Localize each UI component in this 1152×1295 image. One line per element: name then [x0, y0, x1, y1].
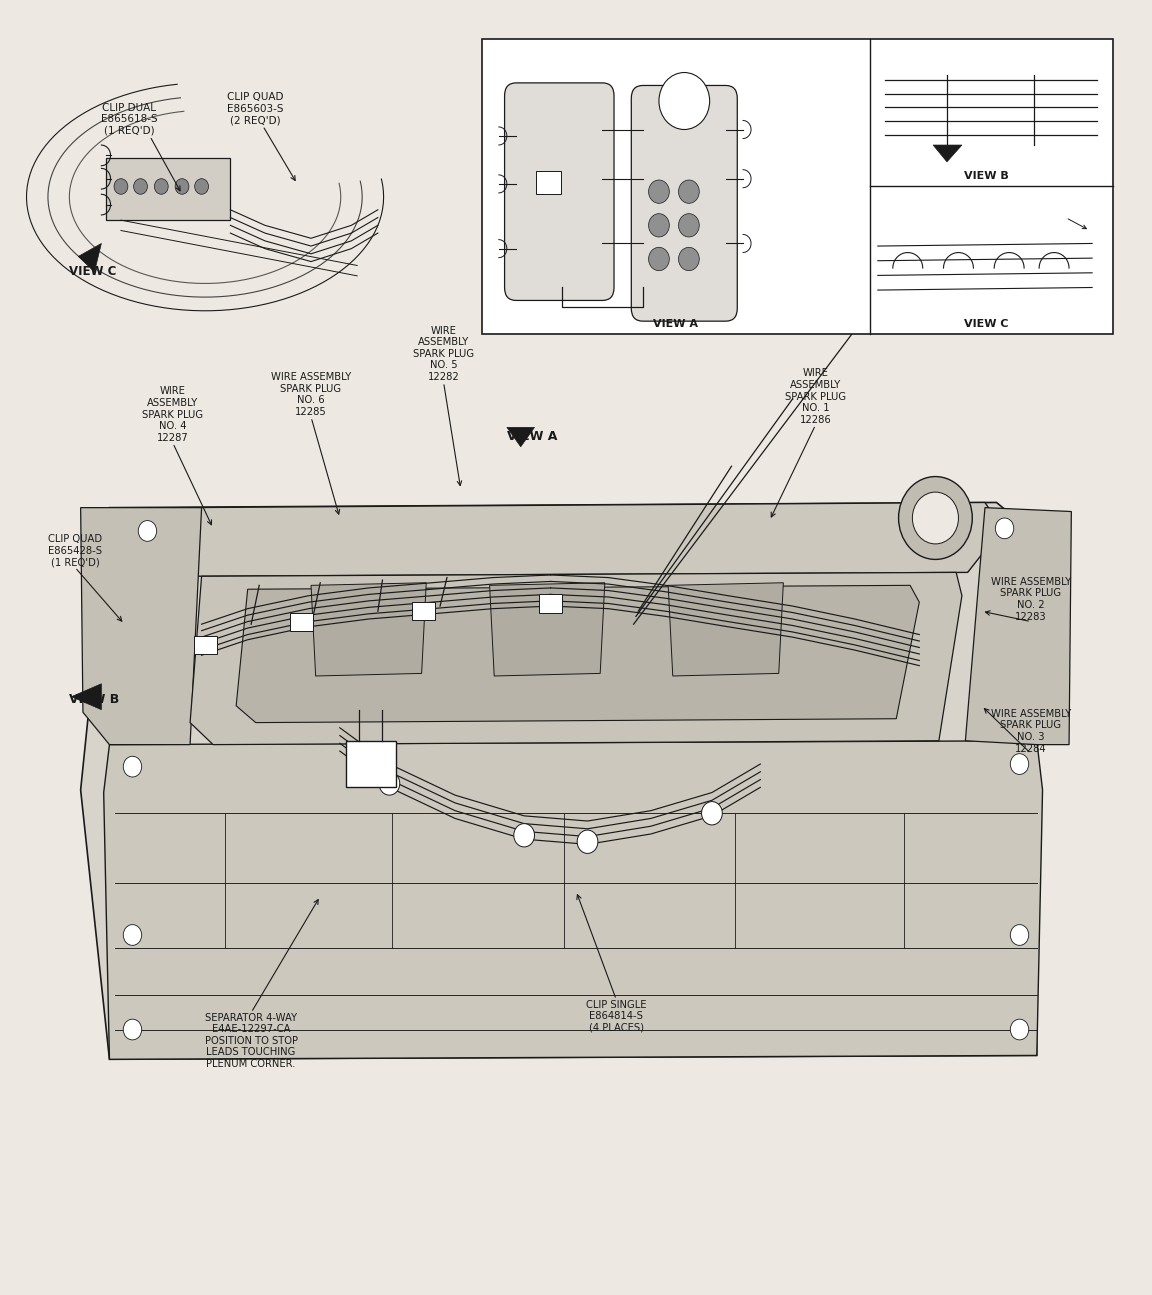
Text: WIRE ASSEMBLY
SPARK PLUG
NO. 2
12283: WIRE ASSEMBLY SPARK PLUG NO. 2 12283: [991, 576, 1071, 622]
Polygon shape: [507, 427, 535, 447]
Polygon shape: [81, 508, 202, 745]
Circle shape: [679, 214, 699, 237]
Circle shape: [702, 802, 722, 825]
Circle shape: [1010, 754, 1029, 774]
Bar: [412, 602, 435, 620]
Bar: [194, 636, 217, 654]
Circle shape: [649, 214, 669, 237]
Text: VIEW A: VIEW A: [652, 319, 698, 329]
Circle shape: [659, 73, 710, 130]
Circle shape: [995, 518, 1014, 539]
Circle shape: [899, 477, 972, 559]
Bar: [290, 613, 313, 631]
Polygon shape: [965, 508, 1071, 745]
Circle shape: [134, 179, 147, 194]
Text: VIEW B: VIEW B: [69, 693, 120, 706]
Text: CLIP QUAD
E865428-S
(1 REQ'D): CLIP QUAD E865428-S (1 REQ'D): [48, 534, 101, 567]
Polygon shape: [104, 741, 1043, 1059]
Polygon shape: [490, 583, 605, 676]
Polygon shape: [78, 243, 101, 272]
Polygon shape: [190, 572, 962, 745]
Circle shape: [649, 247, 669, 271]
Polygon shape: [161, 502, 1002, 576]
Bar: [106, 158, 230, 220]
Polygon shape: [236, 585, 919, 723]
Circle shape: [679, 180, 699, 203]
Circle shape: [154, 179, 168, 194]
Text: VIEW C: VIEW C: [964, 319, 1008, 329]
Text: SEPARATOR 4-WAY
E4AE-12297-CA
POSITION TO STOP
LEADS TOUCHING
PLENUM CORNER.: SEPARATOR 4-WAY E4AE-12297-CA POSITION T…: [205, 1013, 297, 1070]
Circle shape: [649, 180, 669, 203]
Bar: [346, 741, 396, 787]
Circle shape: [123, 756, 142, 777]
Polygon shape: [311, 583, 426, 676]
Text: VIEW B: VIEW B: [964, 171, 1008, 181]
Text: CLIP DUAL
E865618-S
(1 REQ'D): CLIP DUAL E865618-S (1 REQ'D): [100, 102, 158, 136]
Circle shape: [379, 772, 400, 795]
Text: VIEW A: VIEW A: [507, 430, 558, 443]
Text: VIEW C: VIEW C: [69, 265, 116, 278]
Circle shape: [195, 179, 209, 194]
Polygon shape: [71, 684, 101, 710]
Circle shape: [123, 1019, 142, 1040]
Text: WIRE
ASSEMBLY
SPARK PLUG
NO. 5
12282: WIRE ASSEMBLY SPARK PLUG NO. 5 12282: [412, 325, 475, 382]
Circle shape: [679, 247, 699, 271]
Polygon shape: [933, 145, 962, 162]
Bar: [539, 594, 562, 613]
Bar: [482, 39, 1113, 334]
FancyBboxPatch shape: [631, 85, 737, 321]
Polygon shape: [81, 502, 1037, 1059]
Text: WIRE
ASSEMBLY
SPARK PLUG
NO. 4
12287: WIRE ASSEMBLY SPARK PLUG NO. 4 12287: [142, 386, 204, 443]
Circle shape: [1010, 925, 1029, 945]
Text: WIRE ASSEMBLY
SPARK PLUG
NO. 3
12284: WIRE ASSEMBLY SPARK PLUG NO. 3 12284: [991, 708, 1071, 754]
Circle shape: [138, 521, 157, 541]
Text: CLIP QUAD
E865603-S
(2 REQ'D): CLIP QUAD E865603-S (2 REQ'D): [227, 92, 285, 126]
Circle shape: [175, 179, 189, 194]
Circle shape: [1010, 1019, 1029, 1040]
FancyBboxPatch shape: [505, 83, 614, 300]
Text: CLIP SINGLE
E864814-S
(4 PLACES): CLIP SINGLE E864814-S (4 PLACES): [586, 1000, 646, 1033]
Circle shape: [114, 179, 128, 194]
Circle shape: [912, 492, 958, 544]
Circle shape: [577, 830, 598, 853]
Bar: [536, 171, 561, 194]
Text: WIRE
ASSEMBLY
SPARK PLUG
NO. 1
12286: WIRE ASSEMBLY SPARK PLUG NO. 1 12286: [785, 368, 847, 425]
Circle shape: [123, 925, 142, 945]
Circle shape: [514, 824, 535, 847]
Polygon shape: [668, 583, 783, 676]
Text: WIRE ASSEMBLY
SPARK PLUG
NO. 6
12285: WIRE ASSEMBLY SPARK PLUG NO. 6 12285: [271, 372, 351, 417]
